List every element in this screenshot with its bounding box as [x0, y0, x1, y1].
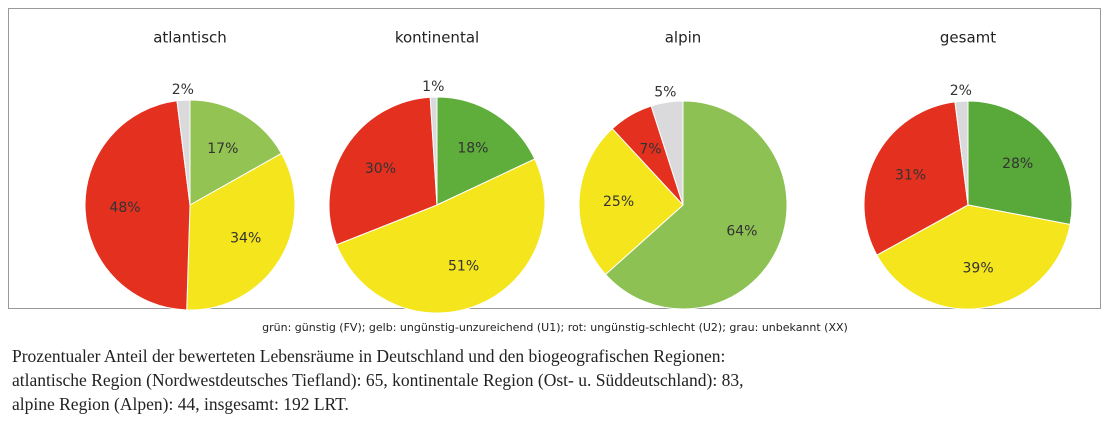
slice-label: 34%	[230, 231, 261, 247]
pie-slice	[328, 96, 438, 246]
caption-line: Prozentualer Anteil der bewerteten Leben…	[12, 346, 725, 366]
pie-slice	[650, 100, 684, 206]
pie-slice	[967, 100, 1073, 226]
slice-label: 1%	[422, 79, 444, 95]
pie-title: atlantisch	[153, 29, 227, 47]
slice-label: 18%	[457, 140, 488, 156]
slice-label: 7%	[639, 141, 661, 157]
pie-slice	[186, 152, 296, 311]
pie-slice	[335, 158, 546, 314]
slice-label: 2%	[172, 82, 194, 98]
pie-slice	[189, 99, 283, 206]
slice-label: 25%	[603, 194, 634, 210]
caption-line: alpine Region (Alpen): 44, insgesamt: 19…	[12, 394, 349, 414]
slice-label: 39%	[963, 261, 994, 277]
pie-slice	[578, 127, 684, 276]
slice-label: 28%	[1002, 156, 1033, 172]
pie-slice	[604, 100, 788, 310]
pie-slice	[876, 204, 1071, 310]
pie-slice	[863, 101, 969, 256]
pie-slice	[84, 100, 191, 311]
pie-slice	[954, 100, 969, 206]
pie-slice	[176, 99, 191, 206]
caption-line: atlantische Region (Nordwestdeutsches Ti…	[12, 370, 743, 390]
slice-label: 51%	[448, 258, 479, 274]
slice-label: 2%	[950, 83, 972, 99]
slice-label: 17%	[207, 141, 238, 157]
frame	[8, 8, 1101, 309]
slice-label: 48%	[109, 200, 140, 216]
pie-slice	[436, 96, 536, 206]
pie-title: alpin	[665, 29, 702, 47]
legend-note: grün: günstig (FV); gelb: ungünstig-unzu…	[262, 321, 848, 334]
slice-label: 5%	[654, 84, 676, 100]
slice-label: 30%	[365, 161, 396, 177]
slice-label: 31%	[895, 168, 926, 184]
pie-title: gesamt	[940, 29, 996, 47]
pie-title: kontinental	[395, 29, 479, 47]
pie-slice	[429, 96, 438, 206]
slice-label: 64%	[726, 223, 757, 239]
